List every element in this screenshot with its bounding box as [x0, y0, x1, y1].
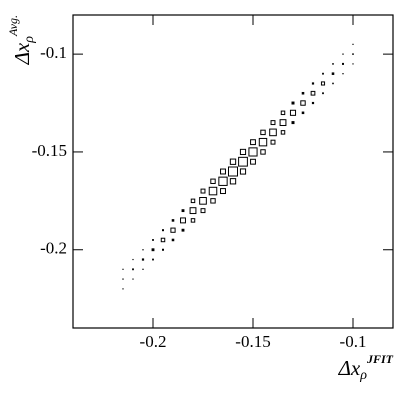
box	[248, 147, 258, 157]
box	[170, 227, 176, 233]
box	[239, 168, 247, 175]
x-tick-label: -0.1	[340, 332, 367, 351]
box	[229, 158, 237, 165]
box	[210, 178, 216, 184]
box	[320, 81, 326, 86]
box	[280, 110, 286, 116]
box	[122, 278, 124, 280]
box	[301, 91, 305, 95]
x-label-sub: ρ	[359, 368, 367, 383]
box	[132, 278, 134, 280]
box	[220, 168, 226, 175]
box	[200, 208, 206, 214]
box	[269, 128, 277, 137]
box	[161, 248, 165, 251]
box	[152, 239, 154, 241]
box	[280, 130, 286, 135]
box	[322, 72, 324, 75]
box	[250, 139, 256, 146]
box	[258, 137, 268, 147]
box	[352, 63, 354, 65]
box	[181, 228, 185, 232]
box	[132, 268, 134, 271]
box	[342, 73, 344, 75]
box	[180, 217, 186, 224]
box	[181, 209, 185, 213]
box	[208, 186, 218, 196]
box	[151, 248, 155, 252]
box	[132, 258, 134, 261]
box	[200, 188, 206, 194]
box	[291, 121, 295, 125]
box	[190, 198, 196, 204]
box	[341, 62, 345, 65]
box	[171, 238, 175, 242]
box	[238, 156, 248, 167]
box	[331, 72, 335, 75]
box	[270, 139, 276, 145]
box	[260, 149, 266, 155]
box	[352, 53, 354, 55]
box	[311, 101, 315, 105]
y-axis-label: ΔxρAvg.	[6, 15, 37, 65]
box	[228, 166, 238, 177]
box	[189, 207, 197, 215]
box	[289, 109, 297, 116]
box	[250, 158, 256, 165]
box	[310, 90, 316, 96]
box	[279, 119, 287, 127]
box	[142, 268, 144, 270]
y-label-sup: Avg.	[6, 15, 20, 37]
box	[218, 176, 228, 186]
box	[332, 63, 334, 65]
box	[260, 129, 266, 136]
box	[220, 188, 226, 195]
x-axis-label: Δxρ JFIT	[338, 352, 394, 383]
box	[142, 249, 144, 251]
box	[122, 288, 124, 290]
box	[332, 82, 334, 85]
box	[311, 82, 315, 85]
y-label-sub: ρ	[22, 36, 37, 44]
x-tick-label: -0.15	[235, 332, 270, 351]
y-tick-label: -0.15	[32, 141, 67, 160]
box	[122, 268, 124, 270]
y-tick-label: -0.1	[40, 43, 67, 62]
y-label-base: Δx	[10, 42, 34, 65]
y-tick-label: -0.2	[40, 239, 67, 258]
x-label-sup: JFIT	[366, 352, 394, 366]
box	[160, 237, 166, 243]
box	[300, 100, 306, 106]
plot-frame	[72, 14, 394, 329]
box	[270, 120, 276, 126]
box	[322, 92, 324, 95]
box	[291, 101, 295, 105]
box	[190, 218, 196, 223]
box	[352, 43, 354, 45]
box	[239, 148, 247, 156]
x-label-base: Δx	[338, 356, 361, 380]
box	[161, 229, 165, 232]
box	[152, 258, 154, 261]
box	[141, 258, 145, 261]
box	[171, 219, 175, 222]
x-tick-label: -0.2	[140, 332, 167, 351]
box	[210, 198, 216, 204]
box	[342, 53, 344, 55]
box	[199, 197, 207, 205]
box	[301, 111, 305, 115]
box	[229, 178, 237, 185]
